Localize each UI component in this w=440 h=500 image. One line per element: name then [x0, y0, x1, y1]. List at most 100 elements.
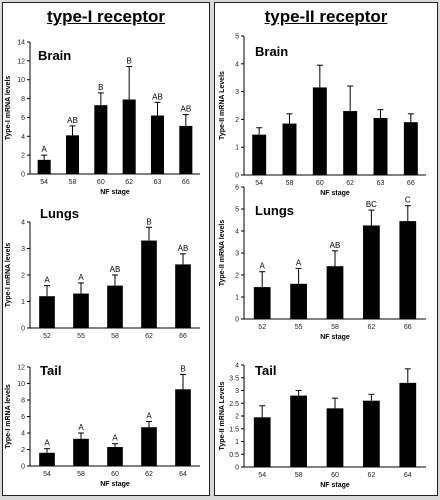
x-tick-label: 66: [182, 179, 190, 186]
significance-letter: B: [126, 57, 131, 66]
x-tick-label: 63: [377, 180, 385, 187]
x-tick-label: 54: [258, 472, 266, 479]
x-axis-label: NF stage: [320, 334, 350, 341]
significance-letter: A: [146, 411, 152, 420]
significance-letter: BC: [366, 200, 377, 209]
y-tick-label: 2: [235, 414, 239, 421]
type-i-column-title: type-I receptor: [46, 7, 166, 26]
x-tick-label: 60: [316, 180, 324, 187]
y-tick-label: 5: [235, 207, 239, 214]
panel-title: Tail: [255, 363, 276, 378]
y-tick-label: 0: [21, 464, 25, 471]
y-tick-label: 1: [21, 299, 25, 306]
bar: [253, 287, 271, 319]
y-tick-label: 6: [235, 185, 239, 192]
significance-letter: A: [260, 262, 266, 271]
x-axis-label: NF stage: [100, 481, 130, 488]
y-tick-label: 0: [235, 173, 239, 180]
y-tick-label: 8: [21, 398, 25, 405]
x-tick-label: 62: [145, 333, 153, 340]
y-axis-label: Type-I mRNA levels: [5, 384, 12, 449]
y-tick-label: 4: [235, 61, 239, 68]
bar: [73, 438, 89, 466]
y-tick-label: 3: [235, 251, 239, 258]
x-tick-label: 52: [258, 324, 266, 331]
y-tick-label: 2: [21, 273, 25, 280]
bar: [399, 221, 417, 319]
type-i-column: type-I receptor: [2, 2, 210, 496]
y-tick-label: 0: [21, 172, 25, 179]
y-tick-label: 4: [235, 229, 239, 236]
bar: [107, 447, 123, 466]
x-tick-label: 63: [154, 179, 162, 186]
y-tick-label: 3.5: [229, 375, 239, 382]
bar: [37, 159, 51, 174]
bar: [312, 87, 327, 175]
y-tick-label: 6: [21, 115, 25, 122]
bar: [326, 408, 344, 467]
panel-title: Brain: [38, 48, 71, 63]
y-tick-label: 0: [235, 317, 239, 324]
significance-letter: A: [112, 434, 118, 443]
panel-title: Lungs: [255, 203, 294, 218]
significance-letter: B: [146, 217, 151, 226]
y-tick-label: 2: [235, 117, 239, 124]
y-axis-label: Type-I mRNA levels: [5, 243, 12, 308]
bar: [107, 285, 123, 328]
bar: [39, 296, 55, 328]
panel-title: Lungs: [40, 206, 79, 221]
bar: [141, 427, 157, 466]
x-tick-label: 52: [43, 333, 51, 340]
x-tick-label: 55: [77, 333, 85, 340]
y-tick-label: 8: [21, 96, 25, 103]
x-tick-label: 64: [404, 472, 412, 479]
significance-letter: C: [405, 196, 411, 205]
panel-title: Brain: [255, 44, 288, 59]
y-tick-label: 4: [235, 363, 239, 370]
x-tick-label: 55: [295, 324, 303, 331]
bar: [373, 118, 388, 175]
significance-letter: B: [98, 83, 103, 92]
bar: [253, 417, 271, 467]
bar: [290, 395, 307, 467]
bar: [175, 389, 191, 466]
y-tick-label: 2: [235, 273, 239, 280]
y-tick-label: 1.5: [229, 426, 239, 433]
y-tick-label: 3: [235, 388, 239, 395]
significance-letter: AB: [330, 241, 341, 250]
bar: [141, 240, 157, 328]
bar: [94, 105, 108, 174]
bar: [150, 115, 165, 174]
x-tick-label: 58: [286, 180, 294, 187]
y-axis-label: Type-II mRNA levels: [219, 220, 226, 287]
y-tick-label: 12: [17, 58, 25, 65]
y-tick-label: 0: [21, 326, 25, 333]
x-tick-label: 64: [179, 471, 187, 478]
bar: [403, 122, 418, 175]
y-tick-label: 1: [235, 145, 239, 152]
significance-letter: AB: [67, 116, 78, 125]
x-tick-label: 58: [295, 472, 303, 479]
x-tick-label: 60: [331, 472, 339, 479]
bar: [290, 283, 307, 319]
bar: [282, 123, 297, 175]
x-tick-label: 58: [111, 333, 119, 340]
x-axis-label: NF stage: [320, 482, 350, 489]
x-tick-label: 54: [40, 179, 48, 186]
significance-letter: A: [44, 439, 50, 448]
significance-letter: A: [78, 273, 84, 282]
x-tick-label: 54: [43, 471, 51, 478]
significance-letter: B: [180, 364, 185, 373]
y-tick-label: 12: [17, 365, 25, 372]
x-tick-label: 62: [368, 324, 376, 331]
significance-letter: A: [296, 258, 302, 267]
significance-letter: AB: [180, 105, 191, 114]
y-tick-label: 10: [17, 77, 25, 84]
x-axis-label: NF stage: [100, 189, 130, 196]
x-tick-label: 62: [368, 472, 376, 479]
x-tick-label: 54: [255, 180, 263, 187]
y-tick-label: 2.5: [229, 401, 239, 408]
bar: [363, 225, 380, 319]
significance-letter: A: [78, 423, 84, 432]
